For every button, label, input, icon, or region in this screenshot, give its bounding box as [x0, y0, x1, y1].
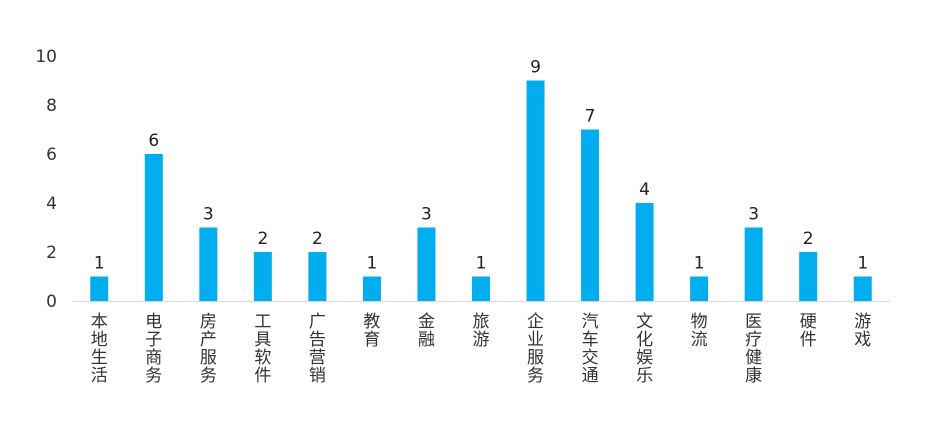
y-tick-label: 4: [46, 194, 57, 214]
y-tick-label: 8: [46, 96, 57, 116]
category-label: 汽车交通: [582, 312, 599, 386]
bars-group: [90, 80, 872, 301]
data-label: 2: [257, 229, 268, 249]
bar: [199, 227, 218, 301]
y-tick-label: 0: [46, 292, 57, 312]
data-label: 9: [530, 58, 541, 78]
category-label: 金融: [418, 312, 435, 350]
category-label: 文化娱乐: [636, 312, 653, 386]
data-label: 2: [312, 229, 323, 249]
category-label: 电子商务: [145, 312, 162, 386]
bar: [144, 154, 163, 301]
category-label: 本地生活: [91, 312, 108, 386]
bar: [362, 276, 381, 301]
bar: [581, 129, 600, 301]
category-label: 医疗健康: [745, 312, 762, 386]
bar: [690, 276, 709, 301]
bar: [253, 252, 272, 301]
y-tick-label: 2: [46, 243, 57, 263]
category-label: 工具软件: [254, 312, 271, 386]
bar: [799, 252, 818, 301]
data-label: 3: [421, 205, 432, 225]
category-label: 企业服务: [527, 312, 544, 386]
data-label: 2: [803, 229, 814, 249]
data-label: 1: [857, 254, 868, 274]
bar: [635, 203, 654, 301]
bar: [853, 276, 872, 301]
bar: [526, 80, 545, 301]
category-label: 广告营销: [309, 312, 326, 386]
data-label: 1: [476, 254, 487, 274]
y-axis: 0 2 4 6 8 10: [35, 47, 57, 312]
data-label: 3: [203, 205, 214, 225]
bar: [744, 227, 763, 301]
data-label: 1: [694, 254, 705, 274]
bar: [308, 252, 327, 301]
category-label: 教育: [363, 312, 380, 350]
data-label: 1: [94, 254, 105, 274]
category-label: 物流: [691, 312, 708, 350]
category-label: 游戏: [854, 312, 871, 350]
data-label: 7: [585, 107, 596, 127]
bar: [417, 227, 436, 301]
data-label: 4: [639, 180, 650, 200]
category-label: 硬件: [800, 312, 817, 350]
y-tick-label: 6: [46, 145, 57, 165]
bar: [472, 276, 490, 301]
category-label: 房产服务: [200, 312, 217, 386]
y-tick-label: 10: [35, 47, 57, 67]
bar: [90, 276, 109, 301]
category-label: 旅游: [473, 312, 490, 350]
data-label: 3: [748, 205, 759, 225]
data-label: 6: [148, 131, 159, 151]
data-label: 1: [367, 254, 378, 274]
data-labels-group: 1 6 3 2 2 1 3 1 9 7 4 1 3 2 1: [94, 58, 868, 274]
